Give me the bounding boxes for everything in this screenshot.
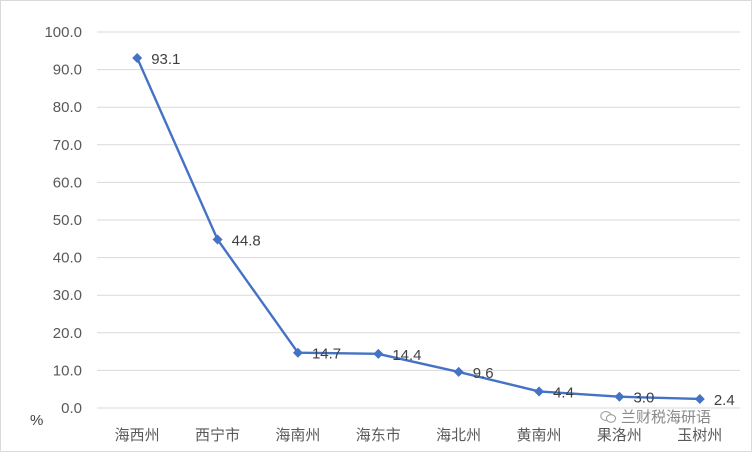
y-tick-label: 30.0 [53, 287, 82, 304]
x-tick-label: 玉树州 [677, 427, 722, 444]
x-tick-label: 海北州 [436, 427, 481, 444]
y-tick-label: 50.0 [53, 212, 82, 229]
x-tick-label: 果洛州 [597, 427, 642, 444]
watermark: 兰财税海研语 [600, 406, 711, 427]
data-point-marker [694, 393, 705, 404]
series-line [136, 57, 700, 401]
data-labels: 93.1 44.8 14.7 14.4 9.6 4.4 3.0 2.4 [151, 51, 734, 409]
y-tick-label: 40.0 [53, 250, 82, 267]
data-point-marker [373, 348, 384, 359]
y-tick-label: 60.0 [53, 174, 82, 191]
data-label: 14.7 [312, 346, 341, 363]
x-axis: 海西州 西宁市 海南州 海东市 海北州 黄南州 果洛州 玉树州 [97, 407, 740, 444]
data-point-marker [132, 52, 143, 63]
x-tick-label: 海西州 [115, 427, 160, 444]
data-label: 2.4 [714, 392, 735, 409]
data-label: 44.8 [232, 233, 261, 250]
data-point-marker [614, 391, 625, 402]
y-tick-label: 70.0 [53, 137, 82, 154]
data-label: 14.4 [392, 347, 421, 364]
y-axis-unit-label: % [30, 412, 43, 429]
gridlines [97, 31, 740, 371]
data-point-marker [453, 366, 464, 377]
y-tick-label: 20.0 [53, 325, 82, 342]
x-tick-label: 黄南州 [517, 427, 562, 444]
series-group [132, 52, 705, 404]
y-tick-label: 100.0 [44, 24, 82, 41]
data-label: 93.1 [151, 51, 180, 68]
y-tick-label: 90.0 [53, 62, 82, 79]
data-label: 9.6 [473, 365, 494, 382]
x-tick-label: 海南州 [275, 427, 320, 444]
data-label: 3.0 [633, 390, 654, 407]
y-tick-label: 80.0 [53, 99, 82, 116]
data-label: 4.4 [553, 384, 574, 401]
y-tick-label: 0.0 [61, 400, 82, 417]
y-axis: 0.0 10.0 20.0 30.0 40.0 50.0 60.0 70.0 80.0 90.0 1… [44, 24, 82, 417]
x-tick-label: 海东市 [356, 427, 401, 444]
y-tick-label: 10.0 [53, 362, 82, 379]
data-point-marker [212, 234, 223, 245]
watermark-text: 兰财税海研语 [621, 408, 712, 426]
data-point-marker [292, 347, 303, 358]
data-point-marker [534, 386, 545, 397]
wechat-icon [600, 410, 617, 423]
x-tick-label: 西宁市 [195, 427, 240, 444]
